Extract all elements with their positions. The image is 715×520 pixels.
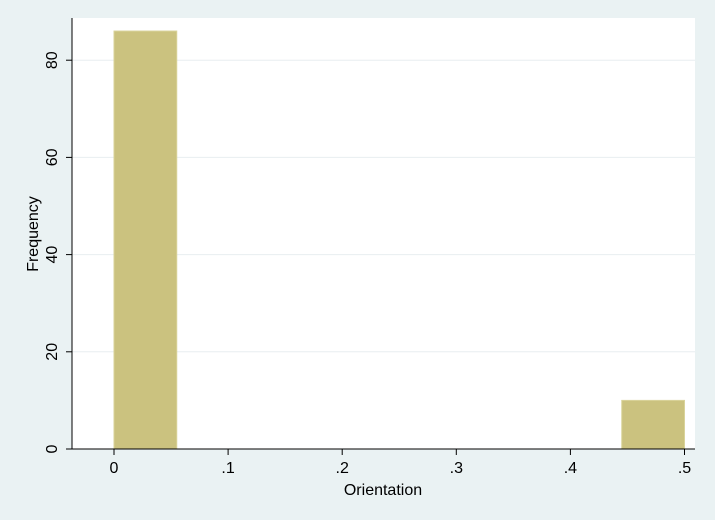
y-tick-label: 0 (44, 444, 61, 453)
histogram-bar-1 (621, 399, 685, 450)
x-tick-label: .1 (221, 460, 234, 477)
y-tick-label: 80 (44, 51, 61, 69)
ticks: 0 20 40 60 80 0 .1 .2 .3 .4 .5 (44, 51, 691, 477)
x-tick-label: .5 (678, 460, 691, 477)
x-tick-label: .2 (336, 460, 349, 477)
y-tick-label: 40 (44, 246, 61, 264)
x-tick-label: .4 (564, 460, 577, 477)
y-axis-title: Frequency (25, 196, 42, 272)
axes (71, 18, 695, 450)
x-axis-title: Orientation (344, 482, 422, 499)
x-tick-label: .3 (450, 460, 463, 477)
y-tick-label: 20 (44, 343, 61, 361)
x-tick-label: 0 (110, 460, 119, 477)
y-tick-label: 60 (44, 148, 61, 166)
histogram-bar-0 (113, 30, 178, 450)
